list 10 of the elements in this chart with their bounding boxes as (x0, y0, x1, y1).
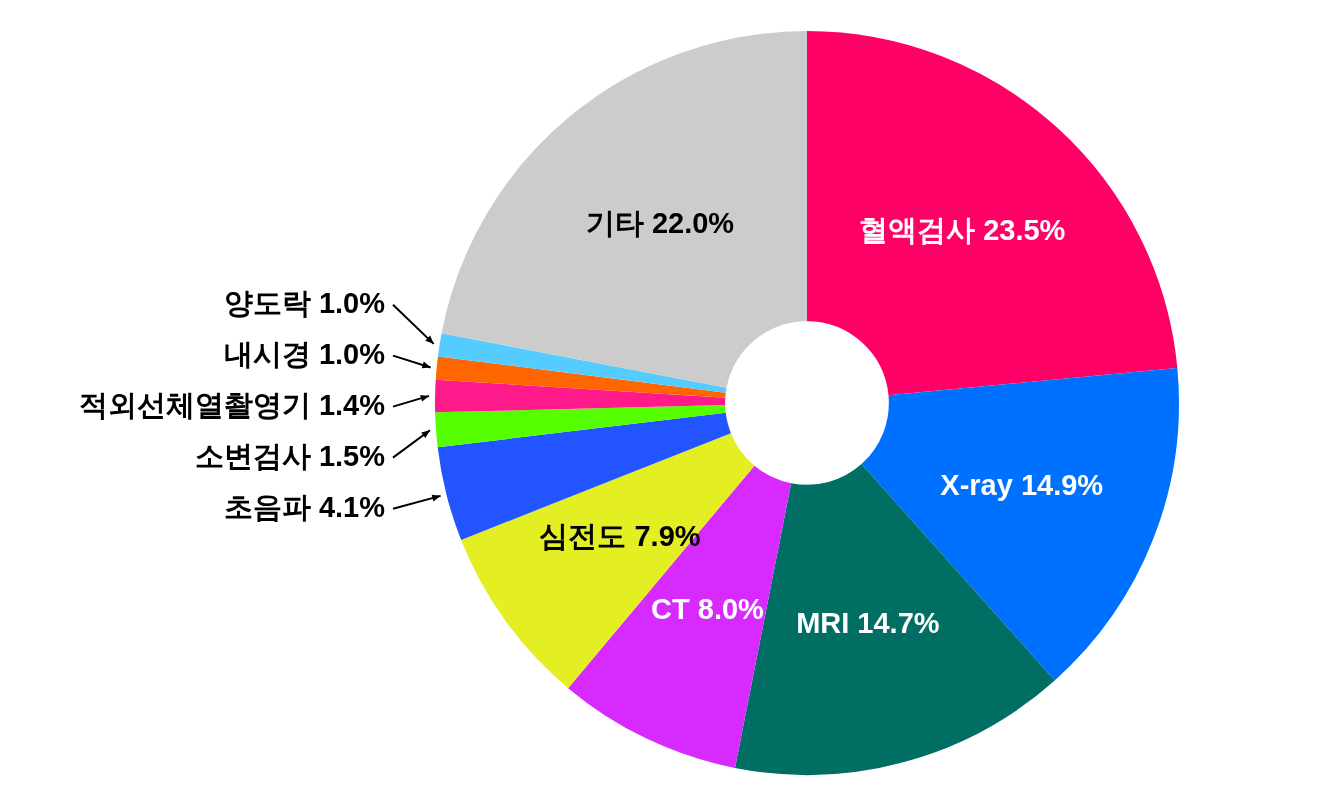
slice-label: 적외선체열촬영기 1.4% (78, 388, 386, 421)
slice-label: 소변검사 1.5% (194, 439, 386, 472)
slice-label: 기타 22.0% (585, 207, 735, 240)
slice-label: 혈액검사 23.5% (859, 214, 1066, 247)
slice-label: X-ray 14.9% (940, 469, 1104, 502)
slice-label: MRI 14.7% (796, 607, 940, 640)
slice-label: 양도락 1.0% (223, 286, 386, 319)
slice-label: CT 8.0% (651, 593, 765, 626)
slice-label: 초음파 4.1% (223, 490, 386, 523)
slice-label: 내시경 1.0% (223, 337, 386, 370)
